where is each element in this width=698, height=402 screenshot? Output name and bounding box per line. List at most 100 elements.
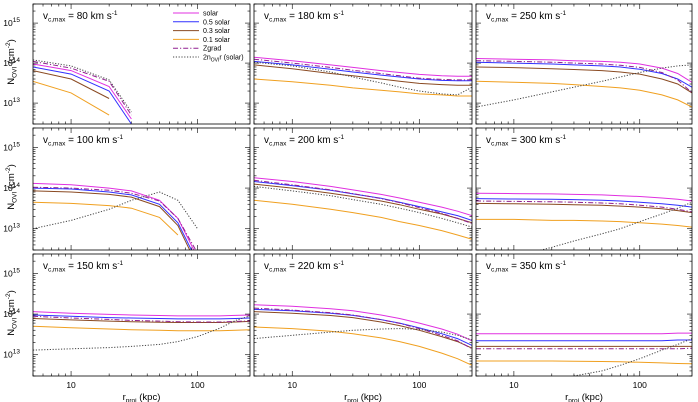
series-line-solar	[33, 311, 250, 317]
series-line-ovi	[476, 64, 692, 108]
series-line-half	[33, 314, 250, 320]
panel-series	[33, 59, 132, 124]
series-line-third	[33, 190, 191, 250]
panel-3: vc,max = 250 km s-1	[475, 3, 693, 125]
panel-frame	[475, 3, 693, 125]
y-tick-label: 1014	[3, 308, 20, 319]
y-tick-label: 1015	[3, 267, 20, 278]
y-axis-label: NOVI (cm-2)	[5, 290, 19, 336]
panel-ticks	[32, 253, 250, 377]
panel-series	[33, 182, 198, 250]
series-line-half	[254, 181, 472, 221]
panel-series	[254, 56, 472, 97]
panel-series	[476, 192, 692, 250]
series-line-solar	[254, 304, 472, 342]
panel-ticks	[475, 253, 692, 377]
series-line-ovi	[33, 59, 132, 113]
series-line-third	[254, 311, 472, 349]
series-line-tenth	[476, 360, 692, 365]
panel-series	[254, 177, 472, 240]
series-line-zgrad	[33, 60, 132, 116]
series-line-zgrad	[254, 307, 472, 350]
legend-label-half: 0.5 solar	[203, 19, 231, 26]
x-axis-label: rproj (kpc)	[123, 392, 161, 402]
y-tick-label: 1014	[3, 182, 20, 193]
panel-frame	[32, 127, 251, 251]
legend-label-tenth: 0.1 solar	[203, 37, 231, 44]
series-line-solar	[476, 332, 692, 335]
series-line-tenth	[476, 80, 692, 108]
panel-6: vc,max = 300 km s-1	[475, 127, 693, 251]
panel-title: vc,max = 150 km s-1	[43, 260, 123, 274]
series-line-zgrad	[33, 186, 197, 250]
series-line-zgrad	[254, 179, 472, 224]
series-line-half	[33, 66, 132, 124]
panel-title: vc,max = 220 km s-1	[264, 260, 344, 274]
y-tick-label: 1014	[3, 57, 20, 68]
series-line-third	[33, 318, 250, 323]
series-line-third	[254, 183, 472, 224]
series-line-solar	[476, 192, 692, 202]
series-line-ovi	[573, 338, 692, 376]
panel-title: vc,max = 250 km s-1	[486, 10, 566, 24]
series-line-solar	[33, 63, 132, 120]
series-line-tenth	[476, 218, 692, 228]
panel-series	[254, 304, 472, 366]
panel-title: vc,max = 200 km s-1	[264, 134, 344, 148]
x-tick-label: 100	[633, 380, 647, 390]
panel-ticks	[32, 127, 250, 251]
x-tick-label: 10	[509, 380, 519, 390]
series-line-tenth	[254, 78, 472, 97]
series-line-tenth	[254, 199, 472, 240]
series-line-tenth	[33, 325, 250, 332]
y-tick-label: 1015	[3, 141, 20, 152]
series-line-zgrad	[33, 315, 250, 323]
series-line-third	[254, 64, 472, 86]
panel-title: vc,max = 80 km s-1	[43, 10, 118, 24]
panel-ticks	[475, 3, 692, 125]
panel-title: vc,max = 180 km s-1	[264, 10, 344, 24]
series-line-half	[476, 198, 692, 208]
panel-frame	[253, 127, 473, 251]
series-line-ovi	[33, 315, 250, 351]
panel-frame	[32, 3, 251, 125]
series-line-solar	[254, 56, 472, 77]
x-axis-label: rproj (kpc)	[344, 392, 382, 402]
panel-frame	[253, 253, 473, 377]
legend-label-solar: solar	[203, 11, 219, 18]
legend-label-third: 0.3 solar	[203, 28, 231, 35]
panel-8: vc,max = 220 km s-1 10 100 rproj (kpc)	[253, 253, 473, 402]
panel-ticks	[253, 3, 472, 125]
x-tick-label: 100	[190, 380, 204, 390]
x-tick-label: 100	[412, 380, 426, 390]
series-line-tenth	[33, 201, 179, 236]
series-line-ovi	[539, 201, 692, 250]
series-line-zgrad	[254, 58, 472, 81]
x-axis-label: rproj (kpc)	[565, 392, 603, 402]
panel-4: vc,max = 100 km s-1 1013 1014 1015 NOVI (cm-…	[3, 127, 251, 251]
series-line-half	[33, 187, 192, 250]
series-line-half	[254, 308, 472, 346]
y-axis-label: NOVI (cm-2)	[5, 164, 19, 210]
panel-frame	[253, 3, 473, 125]
series-line-half	[254, 60, 472, 82]
series-line-tenth	[33, 80, 110, 116]
panel-frame	[475, 253, 693, 377]
x-tick-label: 10	[288, 380, 298, 390]
panel-ticks	[253, 253, 472, 377]
y-axis-label: NOVI (cm-2)	[5, 39, 19, 85]
series-line-third	[476, 202, 692, 214]
series-line-half	[476, 61, 692, 88]
panel-ticks	[475, 127, 692, 251]
series-line-half	[476, 339, 692, 342]
series-line-tenth	[254, 326, 472, 366]
y-tick-label: 1013	[3, 97, 20, 108]
series-line-ovi	[254, 185, 472, 228]
panel-ticks	[253, 127, 472, 251]
y-tick-label: 1015	[3, 17, 20, 28]
series-line-ovi	[33, 191, 198, 230]
panel-7: vc,max = 150 km s-1 1013 1014 1015 NOVI (cm-…	[3, 253, 251, 402]
x-tick-label: 10	[66, 380, 76, 390]
